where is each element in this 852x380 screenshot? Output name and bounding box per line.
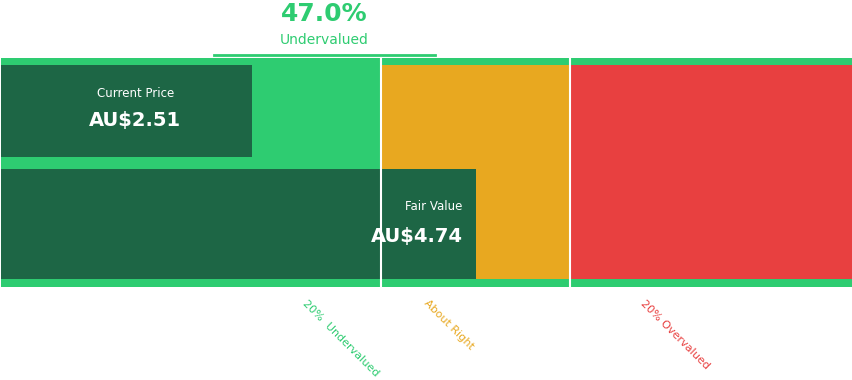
Bar <box>2 58 850 65</box>
Text: 20%  Undervalued: 20% Undervalued <box>300 298 380 378</box>
Text: Undervalued: Undervalued <box>279 33 368 47</box>
Bar <box>570 58 850 287</box>
Text: 47.0%: 47.0% <box>281 2 367 25</box>
Text: Current Price: Current Price <box>96 87 174 100</box>
Text: About Right: About Right <box>422 298 475 352</box>
Text: AU$4.74: AU$4.74 <box>371 226 463 245</box>
Bar <box>380 58 570 287</box>
Text: Fair Value: Fair Value <box>405 200 463 213</box>
Bar <box>2 65 252 157</box>
Bar <box>570 157 850 169</box>
Bar <box>2 169 475 279</box>
Bar <box>2 279 850 287</box>
Bar <box>2 157 850 169</box>
Text: 20% Overvalued: 20% Overvalued <box>637 298 710 371</box>
Bar <box>2 58 380 287</box>
Text: AU$2.51: AU$2.51 <box>89 111 181 130</box>
Bar <box>380 157 570 169</box>
